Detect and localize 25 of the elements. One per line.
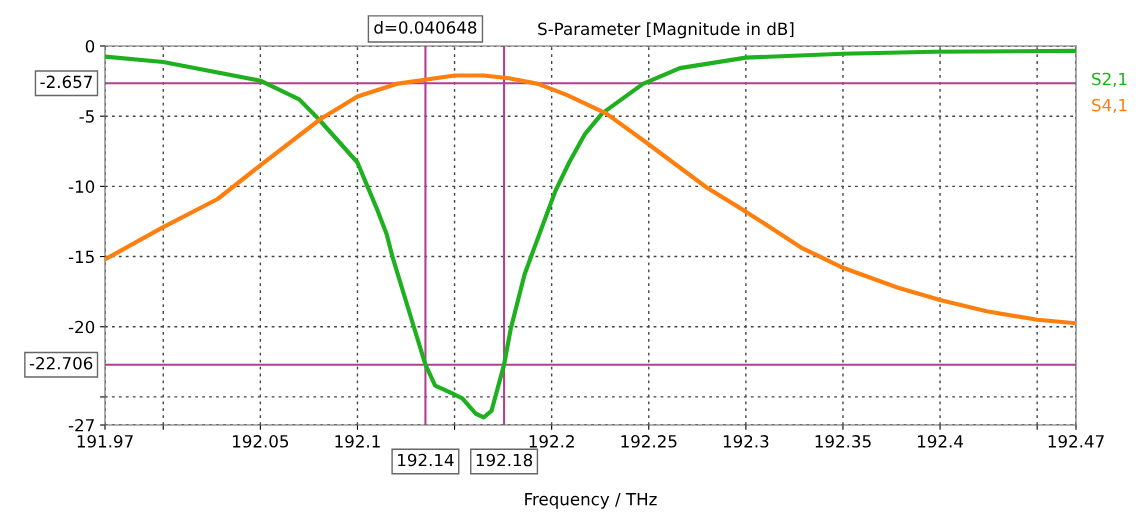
series-label: S2,1 [1092, 72, 1127, 87]
text: d=0.040648 [374, 20, 477, 34]
x-tick-label: 192.47 [1048, 435, 1104, 448]
y-tick-label: -27 [68, 418, 94, 432]
text: S4,1 [1092, 98, 1127, 114]
x-tick-label: 191.97 [77, 435, 133, 448]
x-tick-label: 192.1 [335, 435, 380, 448]
x-tick-label: 192.2 [529, 435, 574, 448]
x-tick-label: 192.3 [723, 435, 769, 448]
y-tick-label: -15 [68, 250, 94, 264]
x-tick-label: 192.25 [621, 435, 677, 448]
y-tick-label: -10 [68, 180, 95, 193]
x-axis-title: Frequency / THz [525, 493, 657, 509]
y-tick-label: -20 [68, 320, 95, 334]
x-tick-label: 192.05 [233, 435, 289, 448]
ref-line-label: -22.706 [29, 356, 93, 370]
y-tick-label: -5 [79, 110, 94, 123]
ref-line-label: 192.18 [476, 453, 533, 467]
ref-line-label: 192.14 [398, 453, 454, 467]
line-series [105, 73, 1076, 326]
y-tick-label: 0 [85, 39, 95, 53]
x-tick-label: 192.4 [918, 435, 963, 448]
chart-title: S-Parameter [Magnitude in dB] [538, 22, 794, 39]
x-tick-label: 192.35 [815, 435, 871, 448]
ref-line-label: -2.657 [40, 75, 92, 89]
